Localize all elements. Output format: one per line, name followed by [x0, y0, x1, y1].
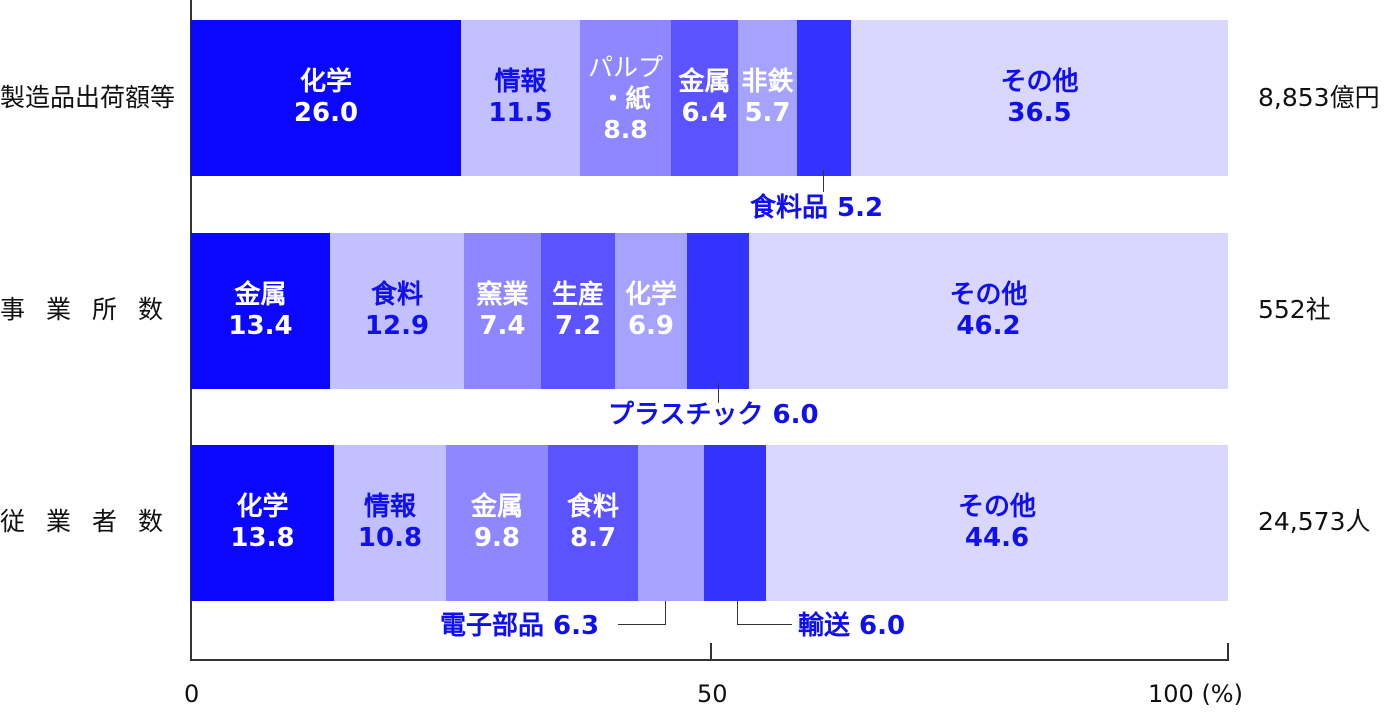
bar-shipments: 化学 26.0 情報 11.5 パルプ ・紙 8.8 金属 6.4 非鉄 5.7… — [191, 20, 1228, 176]
segment-label: 生産 — [551, 280, 604, 310]
segment-label: その他 — [949, 280, 1028, 310]
segment-label: 金属 — [234, 280, 287, 310]
row-label-establishments: 事業所数 — [0, 295, 185, 324]
segment-label: その他 — [957, 492, 1036, 522]
bar-segment: その他 44.6 — [766, 445, 1228, 601]
bar-segment: 窯業 7.4 — [464, 233, 541, 389]
segment-label: 金属 — [470, 492, 523, 522]
segment-value: 7.4 — [479, 311, 526, 341]
bar-segment: 生産 7.2 — [541, 233, 615, 389]
segment-value: 13.8 — [230, 523, 295, 553]
segment-label: 窯業 — [476, 280, 529, 310]
segment-label: ・紙 — [600, 83, 651, 113]
x-tick-label-0: 0 — [184, 680, 200, 708]
bar-segment — [638, 445, 704, 601]
row-total-establishments: 552社 — [1258, 295, 1331, 324]
row-label-employees: 従業者数 — [0, 507, 185, 536]
bar-segment: 食料 8.7 — [548, 445, 638, 601]
row-label-shipments: 製造品出荷額等 — [0, 83, 176, 112]
bar-segment: 金属 13.4 — [191, 233, 330, 389]
bar-segment — [704, 445, 766, 601]
bar-segment: 化学 26.0 — [191, 20, 461, 176]
bar-segment: 情報 11.5 — [461, 20, 580, 176]
segment-value: 8.8 — [603, 114, 648, 144]
segment-label: 食料 — [370, 280, 423, 310]
segment-label: 化学 — [624, 280, 677, 310]
bar-segment: 情報 10.8 — [334, 445, 446, 601]
segment-label: 化学 — [236, 492, 289, 522]
segment-label: 情報 — [363, 492, 416, 522]
segment-value: 36.5 — [1007, 98, 1072, 128]
segment-label: その他 — [1000, 67, 1079, 97]
bar-segment: 金属 6.4 — [671, 20, 738, 176]
segment-label: 金属 — [678, 67, 731, 97]
leader-line — [737, 624, 792, 625]
leader-line — [665, 601, 666, 625]
segment-value: 5.7 — [744, 98, 791, 128]
segment-value: 13.4 — [228, 311, 293, 341]
segment-label: 非鉄 — [741, 67, 794, 97]
segment-value: 46.2 — [956, 311, 1021, 341]
bar-segment: 化学 6.9 — [615, 233, 687, 389]
x-tick-label-50: 50 — [697, 680, 728, 708]
callout-food-products: 食料品 5.2 — [750, 193, 884, 223]
bar-segment: 食料 12.9 — [330, 233, 464, 389]
bar-segment — [797, 20, 851, 176]
segment-value: 8.7 — [569, 523, 617, 553]
segment-value: 26.0 — [293, 98, 359, 128]
segment-value: 44.6 — [964, 523, 1030, 553]
bar-segment: その他 46.2 — [749, 233, 1228, 389]
x-axis-tick-50 — [710, 643, 712, 660]
segment-label: 化学 — [299, 67, 352, 97]
segment-value: 9.8 — [473, 523, 521, 553]
callout-plastics: プラスチック 6.0 — [608, 400, 819, 430]
x-axis-tick-100 — [1227, 643, 1229, 660]
bar-segment: 非鉄 5.7 — [738, 20, 797, 176]
leader-line — [618, 624, 666, 625]
segment-value: 7.2 — [554, 311, 602, 341]
segment-value: 10.8 — [357, 523, 423, 553]
leader-line — [718, 383, 719, 403]
bar-establishments: 金属 13.4 食料 12.9 窯業 7.4 生産 7.2 化学 6.9 その他… — [191, 233, 1228, 389]
segment-label: パルプ — [587, 52, 663, 82]
segment-value: 6.9 — [627, 311, 675, 341]
row-total-shipments: 8,853億円 — [1258, 83, 1380, 112]
segment-label: 情報 — [494, 67, 547, 97]
segment-value: 12.9 — [364, 311, 430, 341]
segment-value: 6.4 — [681, 98, 728, 128]
bar-segment — [687, 233, 749, 389]
x-tick-label-100: 100 (%) — [1148, 680, 1243, 708]
segment-value: 11.5 — [488, 98, 553, 128]
x-axis-line — [190, 659, 1229, 661]
bar-segment: その他 36.5 — [851, 20, 1228, 176]
bar-segment: パルプ ・紙 8.8 — [580, 20, 671, 176]
row-total-employees: 24,573人 — [1258, 507, 1371, 536]
bar-employees: 化学 13.8 情報 10.8 金属 9.8 食料 8.7 その他 44.6 — [191, 445, 1228, 601]
bar-segment: 金属 9.8 — [446, 445, 548, 601]
leader-line — [823, 170, 824, 192]
bar-segment: 化学 13.8 — [191, 445, 334, 601]
leader-line — [737, 601, 738, 625]
callout-electronic-parts: 電子部品 6.3 — [440, 611, 600, 641]
segment-label: 食料 — [566, 492, 619, 522]
callout-transport: 輸送 6.0 — [798, 611, 906, 641]
